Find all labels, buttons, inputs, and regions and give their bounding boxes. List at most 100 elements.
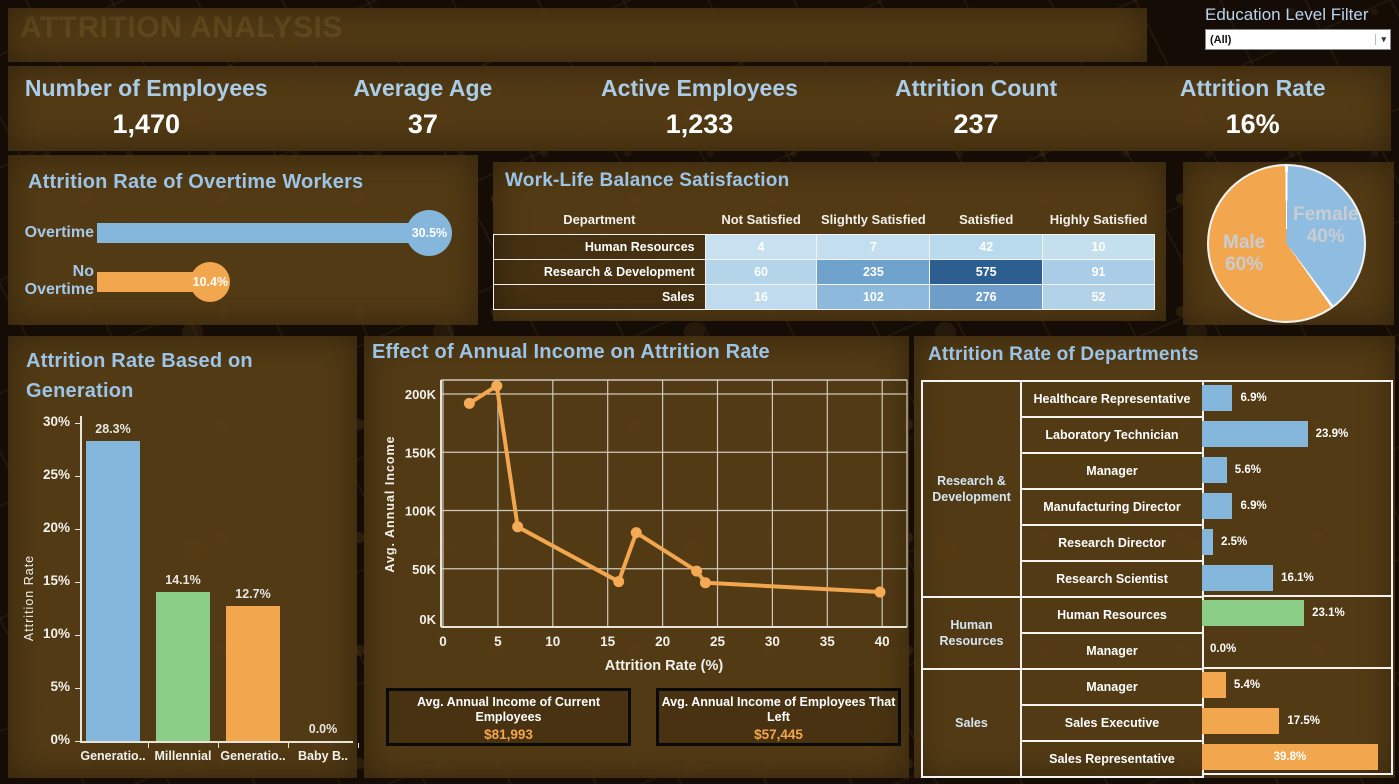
education-filter-dropdown[interactable]: (All) ▾ [1205,29,1391,50]
income-data-point[interactable] [512,521,524,533]
overtime-chart-title: Attrition Rate of Overtime Workers [28,171,364,193]
generation-y-tick-label: 15% [42,573,70,588]
department-row: Laboratory Technician [922,416,1204,454]
generation-y-tick-mark [75,741,80,742]
worklife-heatmap-cell[interactable]: 4 [704,233,818,260]
department-bar-value: 5.6% [1234,463,1261,476]
generation-x-axis-line [80,741,353,743]
generation-x-tick-label: Generatio.. [220,749,286,763]
income-data-point[interactable] [630,527,642,539]
department-row: Manager [922,452,1204,490]
generation-x-tick-mark [218,743,219,748]
worklife-chart-title: Work-Life Balance Satisfaction [505,170,790,191]
department-bar-value: 23.1% [1312,607,1345,620]
department-group-label: Sales [921,668,1022,778]
worklife-heatmap-cell[interactable]: 60 [704,258,818,285]
department-bar[interactable] [1202,420,1308,447]
generation-y-tick-mark [75,476,80,477]
education-filter-label: Education Level Filter [1205,5,1369,24]
worklife-heatmap-cell[interactable]: 276 [929,283,1044,310]
department-job-label: Research Director [1020,524,1204,562]
department-panel: Attrition Rate of Departments Research &… [914,336,1395,778]
department-bar[interactable] [1202,708,1280,735]
department-job-label: Manager [1020,452,1204,490]
department-row: Research & Development Healthcare Represe… [921,380,1204,598]
generation-bar-value: 0.0% [308,722,338,736]
generation-bar[interactable] [156,591,210,741]
department-bar[interactable] [1202,385,1233,411]
overtime-bar[interactable] [97,272,211,292]
income-x-tick-label: 25 [710,634,726,649]
generation-y-tick-label: 0% [50,732,70,747]
worklife-row-label: Human Resources [493,233,706,260]
department-label-table: Research & Development Healthcare Represe… [921,380,1204,778]
overtime-bar[interactable] [97,223,430,243]
worklife-heatmap-cell[interactable]: 235 [816,258,931,285]
income-line [467,383,883,595]
worklife-heatmap-cell[interactable]: 91 [1042,258,1155,285]
kpi-attrition-rate: Attrition Rate 16% [1114,66,1391,151]
department-job-label: Sales Representative [1020,740,1204,778]
income-x-axis-title: Attrition Rate (%) [605,658,724,674]
worklife-heatmap-cell[interactable]: 7 [816,233,931,260]
department-job-label: Laboratory Technician [1020,416,1204,454]
kpi-value: 1,233 [665,109,734,139]
income-data-point[interactable] [613,576,625,588]
generation-bar[interactable] [86,441,140,741]
generation-bar[interactable] [226,606,280,741]
worklife-heatmap-table: Department Not Satisfied Slightly Satisfie… [493,206,1155,310]
pie-label-male: Male 60% [1223,232,1266,275]
kpi-value: 237 [953,109,999,139]
kpi-number-of-employees: Number of Employees 1,470 [8,66,285,151]
income-data-point[interactable] [463,397,475,409]
department-job-label: Research Scientist [1020,560,1204,598]
department-job-label: Manufacturing Director [1020,488,1204,526]
overtime-bar-endpoint[interactable]: 30.5% [406,210,453,256]
department-bar[interactable] [1202,528,1214,555]
income-data-point[interactable] [491,380,503,392]
worklife-heatmap-cell[interactable]: 10 [1042,233,1155,260]
kpi-label: Active Employees [601,75,798,101]
department-bar[interactable] [1202,672,1226,699]
department-bar[interactable] [1202,564,1274,591]
generation-y-tick-label: 5% [50,679,70,694]
gender-pie-chart[interactable] [1207,164,1366,323]
department-bar-value: 5.4% [1233,679,1261,692]
callout-title: Avg. Annual Income of Current Employees [416,695,601,724]
department-bars-area: 6.9% 23.9% 5.6% 6.9% 2.5% 16.1% 23.1% 0.0% 5.4% 1… [1202,380,1393,775]
income-x-tick-label: 20 [655,634,670,649]
income-data-point[interactable] [699,577,711,589]
generation-bar-value: 28.3% [95,422,131,437]
department-group-divider [1202,667,1391,670]
income-x-tick-label: 5 [494,634,502,649]
generation-x-tick-mark [358,743,359,748]
generation-y-tick-label: 25% [42,467,70,482]
kpi-value: 1,470 [112,109,181,139]
generation-y-tick-mark [75,688,80,689]
income-x-tick-label: 0 [439,634,447,649]
department-bar[interactable] [1202,600,1305,627]
worklife-heatmap-cell[interactable]: 52 [1042,283,1155,310]
callout-current-income: Avg. Annual Income of Current Employees … [386,688,631,746]
income-data-point[interactable] [874,586,886,598]
generation-x-tick-mark [148,743,149,748]
department-bar[interactable] [1202,456,1227,483]
generation-y-tick-label: 10% [42,626,70,641]
department-row: Research Scientist [922,560,1204,598]
department-group-divider [1202,380,1391,382]
dropdown-caret-icon[interactable]: ▾ [1375,34,1386,45]
worklife-heatmap-cell[interactable]: 16 [704,283,818,310]
department-job-label: Sales Executive [1020,704,1204,742]
department-job-label: Manager [1020,668,1204,706]
kpi-label: Attrition Count [894,75,1058,101]
overtime-bar-endpoint[interactable]: 10.4% [190,262,231,302]
worklife-heatmap-cell[interactable]: 575 [929,258,1044,285]
income-x-tick-label: 15 [600,634,616,649]
department-bar[interactable] [1202,744,1378,771]
kpi-active-employees: Active Employees 1,233 [561,66,838,151]
worklife-heatmap-cell[interactable]: 102 [816,283,931,310]
overtime-attrition-panel: Attrition Rate of Overtime Workers Overt… [8,155,478,325]
income-data-point[interactable] [691,565,703,577]
worklife-heatmap-cell[interactable]: 42 [929,233,1044,260]
department-bar[interactable] [1202,492,1233,519]
